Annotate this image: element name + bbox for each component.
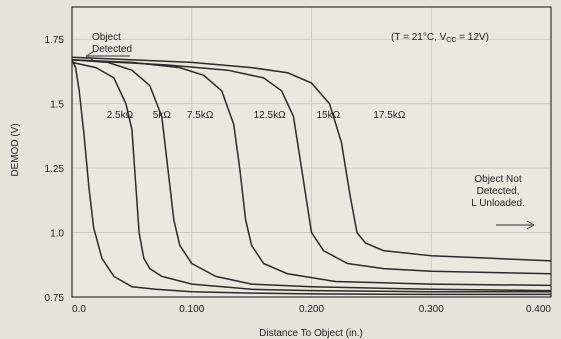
x-tick-label: 0.100 <box>179 304 204 315</box>
series-line <box>71 59 552 275</box>
series-line <box>71 61 551 293</box>
series-label: 15kΩ <box>316 110 340 121</box>
annotation-conditions: (T = 21°C, VCC = 12V) <box>391 32 489 44</box>
series-label: 7.5kΩ <box>187 110 214 121</box>
y-axis-label: DEMOD (V) <box>10 123 21 176</box>
x-axis-label: Distance To Object (in.) <box>259 328 363 339</box>
y-tick-label: 1.5 <box>50 100 64 111</box>
x-tick-label: 0.200 <box>299 304 324 315</box>
series-line <box>71 56 552 262</box>
series-label: 5kΩ <box>153 110 172 121</box>
series-label: 12.5kΩ <box>254 110 286 121</box>
annotation-detected: Object Detected <box>92 32 132 55</box>
y-tick-label: 1.0 <box>50 229 64 240</box>
arrow-left-icon <box>85 51 94 61</box>
x-tick-label: 0.0 <box>72 304 86 315</box>
y-tick-label: 1.25 <box>45 164 65 175</box>
series-line <box>71 59 552 292</box>
series-label: 17.5kΩ <box>373 110 405 121</box>
series-labels: 2.5kΩ 5kΩ 7.5kΩ 12.5kΩ 15kΩ 17.5kΩ <box>107 110 406 121</box>
y-ticks: 0.75 1.0 1.25 1.5 1.75 <box>45 35 65 304</box>
x-tick-label: 0.400 <box>526 304 551 315</box>
x-ticks: 0.0 0.100 0.200 0.300 0.400 <box>72 304 551 315</box>
curves <box>71 56 552 296</box>
x-tick-label: 0.300 <box>419 304 444 315</box>
y-tick-label: 0.75 <box>45 293 65 304</box>
series-line <box>71 59 551 296</box>
series-line <box>71 59 552 287</box>
y-tick-label: 1.75 <box>45 35 65 46</box>
series-label: 2.5kΩ <box>107 110 134 121</box>
plot-frame <box>71 6 552 298</box>
annotation-not-detected: Object Not Detected, L Unloaded. <box>471 174 525 209</box>
arrow-right-icon <box>526 220 535 230</box>
